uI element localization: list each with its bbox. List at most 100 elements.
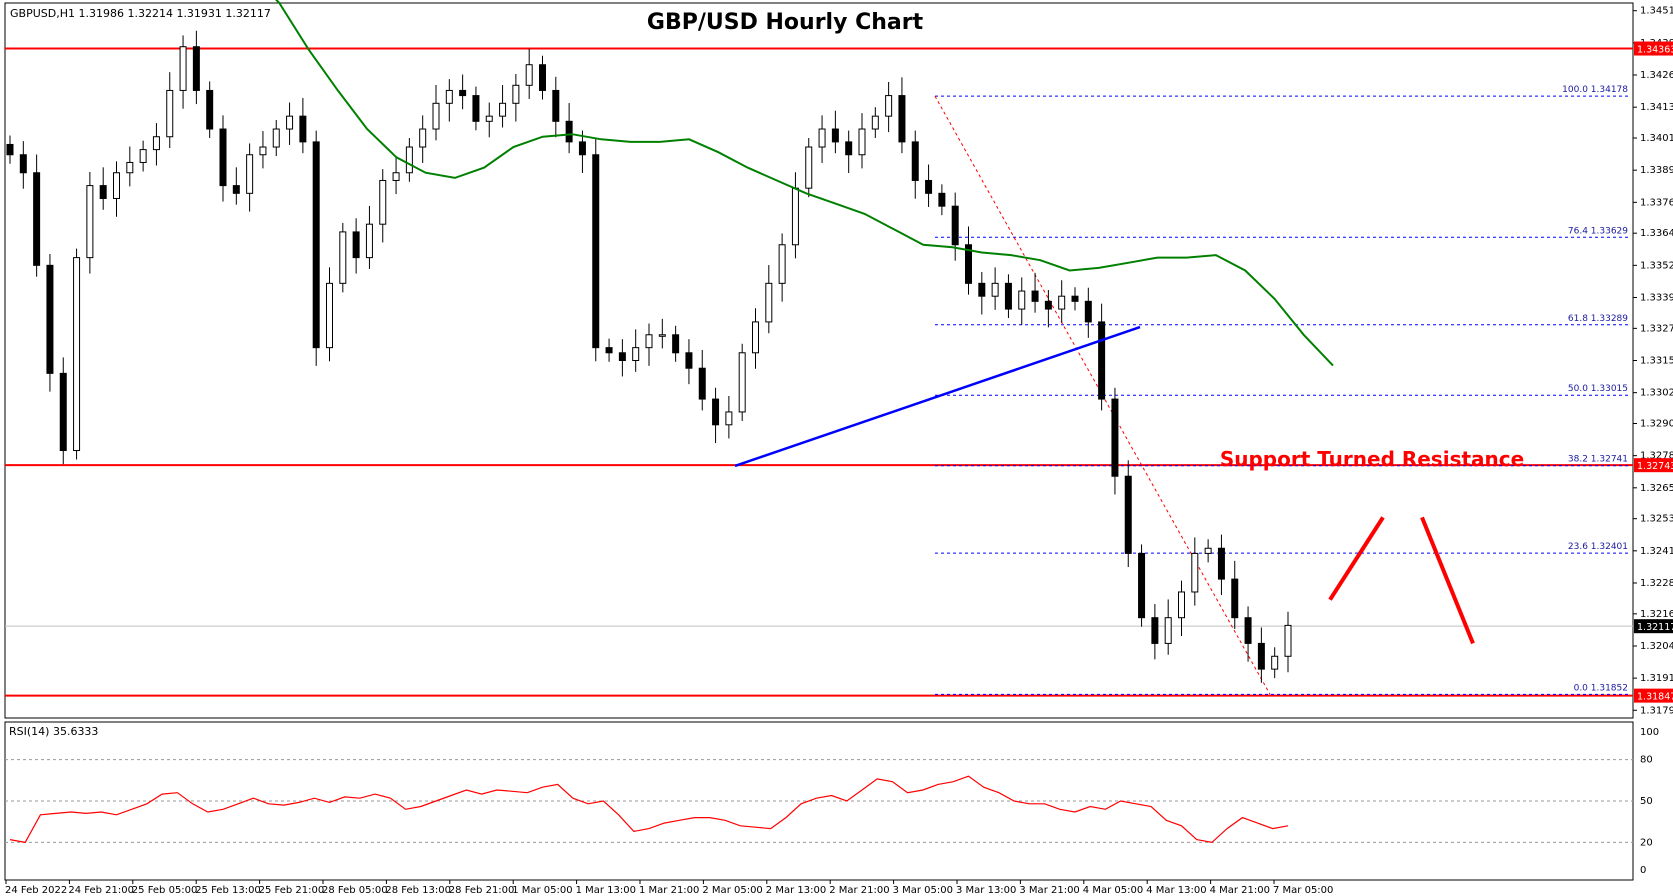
rsi-panel xyxy=(4,721,1634,881)
fib-level-label-4: 38.2 1.32741 xyxy=(1568,455,1628,465)
candle-body xyxy=(99,185,107,199)
candle-body xyxy=(259,146,267,156)
price-tick-label-8: 1.33520 xyxy=(1640,260,1673,271)
candle xyxy=(232,167,240,205)
price-tag-label-2: 1.32117 xyxy=(1637,622,1673,633)
candle xyxy=(379,169,387,243)
candle-body xyxy=(791,187,799,246)
price-tick-label-10: 1.33275 xyxy=(1640,323,1673,334)
price-axis: 1.345101.343851.342601.341351.340151.338… xyxy=(1633,6,1673,716)
chart-title: GBP/USD Hourly Chart xyxy=(647,10,924,35)
time-tick-label-20: 7 Mar 05:00 xyxy=(1273,885,1333,896)
time-tick-label-4: 25 Feb 21:00 xyxy=(259,885,325,896)
candle xyxy=(898,77,906,154)
candle xyxy=(1031,272,1039,313)
candle xyxy=(365,205,373,269)
candle xyxy=(113,161,120,217)
candle-body xyxy=(539,64,546,91)
candle-body xyxy=(379,179,387,225)
candle xyxy=(312,130,320,366)
price-tick-label-6: 1.33765 xyxy=(1640,197,1673,208)
candle-body xyxy=(1071,295,1079,302)
candle-body xyxy=(645,334,653,349)
candle xyxy=(658,318,666,349)
candle xyxy=(392,156,400,195)
price-tick-label-22: 1.31790 xyxy=(1640,705,1673,716)
price-tag-label-0: 1.34363 xyxy=(1637,45,1673,56)
candle xyxy=(459,74,467,110)
candle-body xyxy=(725,411,733,426)
candle-body xyxy=(166,89,174,138)
candle-body xyxy=(858,128,866,156)
price-tag-box-2 xyxy=(1634,619,1673,634)
candle-body xyxy=(19,154,27,174)
candle-body xyxy=(698,367,706,400)
candle-body xyxy=(938,192,946,207)
time-tick-label-11: 2 Mar 05:00 xyxy=(702,885,762,896)
candle xyxy=(19,141,27,189)
candle-body xyxy=(1151,617,1159,644)
price-tick-label-14: 1.32780 xyxy=(1640,451,1673,462)
price-tag-box-0 xyxy=(1634,41,1673,56)
candle xyxy=(405,138,413,182)
candle xyxy=(512,73,520,122)
candle-body xyxy=(1204,547,1212,554)
candle xyxy=(645,323,653,366)
candle xyxy=(818,115,826,163)
rsi-line xyxy=(9,775,1289,844)
candle-body xyxy=(845,141,853,156)
candle xyxy=(1244,606,1252,662)
time-tick-label-10: 1 Mar 21:00 xyxy=(639,885,699,896)
fib-level-label-6: 0.0 1.31852 xyxy=(1574,683,1628,693)
candle xyxy=(326,267,333,362)
candle-body xyxy=(1004,282,1012,310)
candle xyxy=(6,135,14,164)
candle xyxy=(672,325,680,362)
candle xyxy=(445,79,453,122)
candle-body xyxy=(152,136,160,151)
time-tick-label-17: 4 Mar 05:00 xyxy=(1083,885,1143,896)
candle-body xyxy=(978,282,986,297)
main-panel xyxy=(4,2,1634,719)
candle xyxy=(712,387,720,444)
candle-body xyxy=(139,149,147,163)
candle-body xyxy=(86,185,94,259)
candle xyxy=(86,171,94,274)
candle xyxy=(885,81,893,133)
price-tick-label-17: 1.32410 xyxy=(1640,546,1673,557)
candle xyxy=(33,154,41,277)
candle-body xyxy=(632,347,640,362)
candle-body xyxy=(512,84,520,104)
candle-body xyxy=(6,143,14,156)
candle xyxy=(419,115,427,163)
candle-body xyxy=(445,89,453,104)
candle-body xyxy=(219,128,227,187)
rsi-tick-label-1: 80 xyxy=(1640,755,1653,766)
candle-body xyxy=(818,128,826,148)
candle-body xyxy=(1124,475,1132,554)
candle-body xyxy=(685,352,693,369)
candle xyxy=(951,192,959,261)
candle-body xyxy=(179,46,187,91)
candle-body xyxy=(432,102,440,130)
candle xyxy=(192,30,200,105)
candle xyxy=(485,102,493,138)
candle-body xyxy=(752,321,759,354)
candle xyxy=(1138,544,1146,627)
fib-level-label-0: 100.0 1.34178 xyxy=(1562,85,1628,95)
candle xyxy=(938,184,946,216)
price-tick-label-2: 1.34260 xyxy=(1640,70,1673,81)
candle xyxy=(552,76,560,138)
price-tick-label-7: 1.33645 xyxy=(1640,228,1673,239)
candle xyxy=(46,254,54,392)
price-tick-label-20: 1.32040 xyxy=(1640,641,1673,652)
candle xyxy=(126,146,134,187)
candle xyxy=(978,272,986,315)
candle xyxy=(432,85,440,141)
support-turned-resistance-label: Support Turned Resistance xyxy=(1220,447,1524,471)
candle xyxy=(299,97,307,154)
candle xyxy=(59,357,67,465)
price-tick-label-5: 1.33890 xyxy=(1640,165,1673,176)
candle-body xyxy=(925,179,933,194)
candle xyxy=(259,131,267,169)
